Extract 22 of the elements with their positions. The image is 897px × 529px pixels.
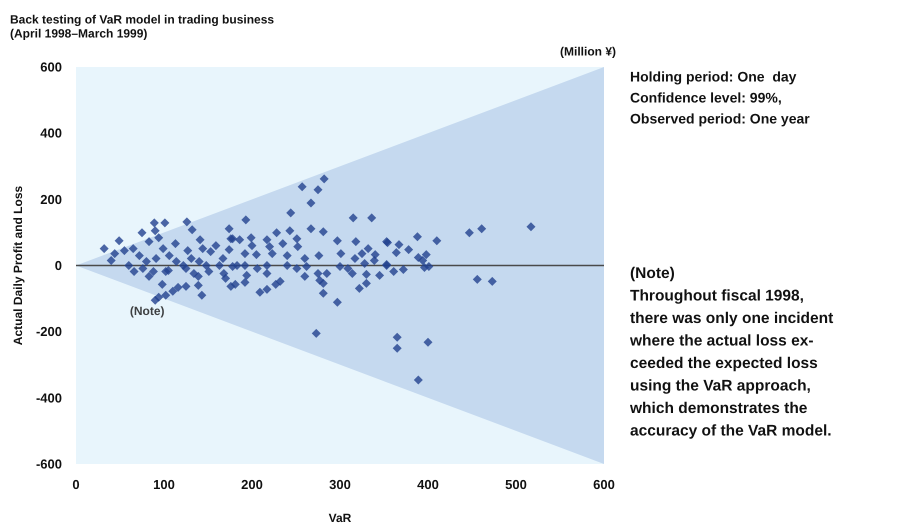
y-tick-label: -600 xyxy=(36,456,62,472)
x-tick-label: 0 xyxy=(72,477,80,492)
chart-title: Back testing of VaR model in trading business xyxy=(10,12,274,26)
x-tick-label: 500 xyxy=(505,477,527,492)
x-tick-label: 600 xyxy=(593,477,615,492)
y-tick-label: 400 xyxy=(40,126,62,141)
chart-subtitle: (April 1998–March 1999) xyxy=(10,26,148,40)
y-tick-label: -200 xyxy=(36,324,62,340)
x-tick-label: 400 xyxy=(417,477,439,492)
x-tick-label: 100 xyxy=(153,477,175,492)
text: (Million ¥) xyxy=(560,44,616,58)
y-tick-label: -400 xyxy=(36,390,62,406)
text: Holding period: One day Confidence level: 99%, Observed period: One year xyxy=(630,68,810,126)
x-axis-title: VaR xyxy=(328,511,352,525)
x-tick-label: 300 xyxy=(329,477,351,492)
x-tick-label: 200 xyxy=(241,477,263,492)
y-tick-label: 0 xyxy=(54,258,62,273)
y-tick-label: 600 xyxy=(40,60,62,74)
y-tick-label: 200 xyxy=(40,192,62,207)
text: (Note) Throughout fiscal 1998, there was only one incident where the actual loss ex- ceeded the expected loss using the VaR approach, which demonstrates the accuracy of the VaR model. xyxy=(629,264,834,440)
y-axis-title: Actual Daily Profit and Loss xyxy=(11,186,25,346)
annotation: (Note) xyxy=(130,304,165,318)
